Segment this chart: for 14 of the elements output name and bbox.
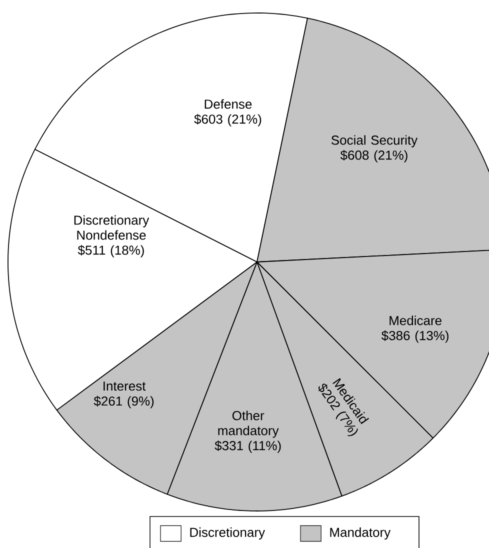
slice-label: Other mandatory bbox=[218, 410, 279, 438]
text: Mandatory bbox=[330, 527, 391, 540]
slice-label: Social Security bbox=[331, 135, 418, 148]
data-label: $603 (21%) bbox=[194, 114, 262, 126]
data-label: $386 (13%) bbox=[382, 330, 448, 343]
slice-label: Discretionary Nondefense bbox=[74, 215, 150, 240]
slice-label: Defense bbox=[204, 99, 252, 109]
data-label: $608 (21%) bbox=[340, 150, 408, 162]
slice-label: Interest bbox=[104, 382, 146, 391]
data-label: $261 (9%) bbox=[94, 396, 154, 408]
data-label: $511 (18%) bbox=[78, 245, 144, 258]
text: Discretionary bbox=[190, 527, 266, 540]
slice-label: Medicare bbox=[390, 316, 442, 326]
data-label: $331 (11%) bbox=[214, 440, 281, 453]
